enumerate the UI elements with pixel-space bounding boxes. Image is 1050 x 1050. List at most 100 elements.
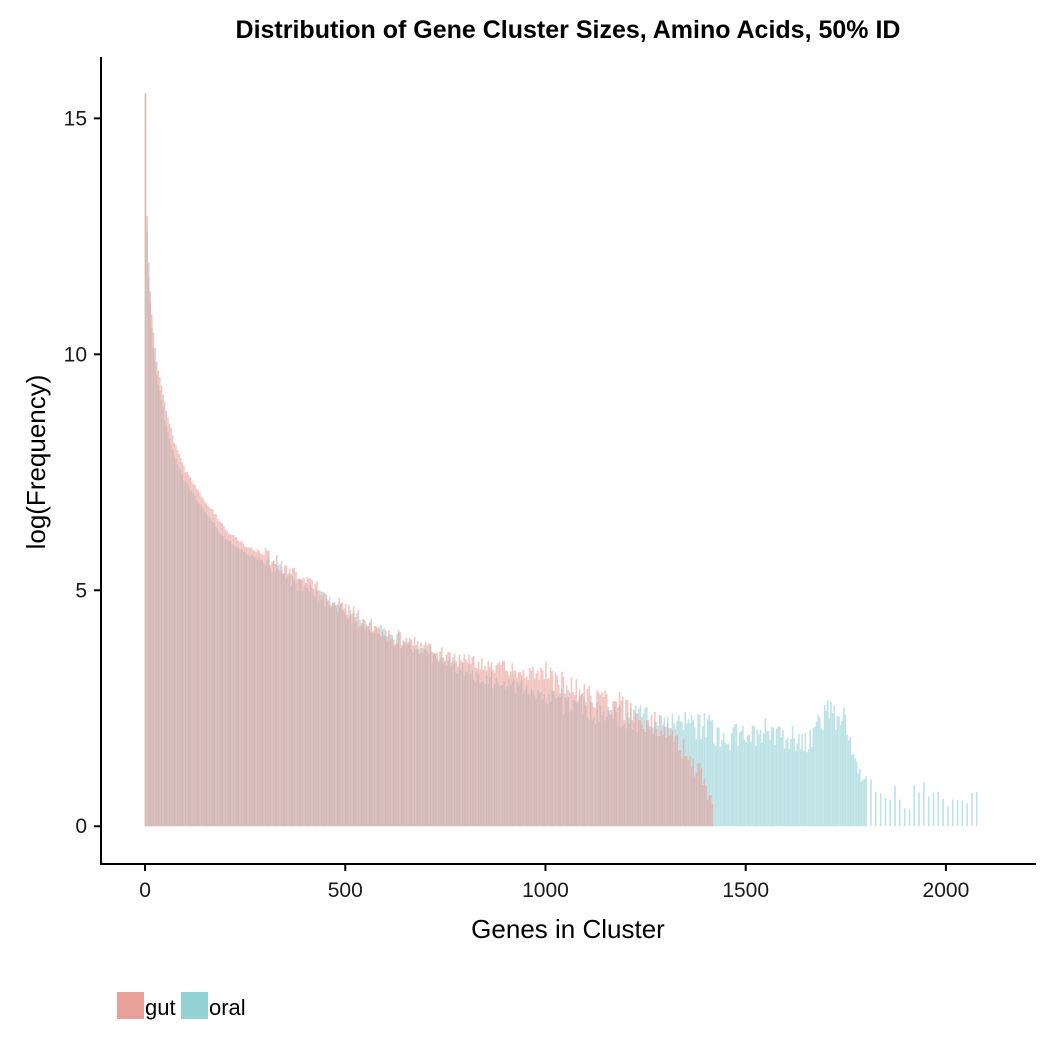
bar-gut — [171, 435, 174, 827]
bar-oral — [841, 720, 843, 827]
bar-gut — [605, 694, 608, 827]
bar-gut — [235, 537, 238, 827]
bar-gut — [500, 664, 502, 827]
bar-gut — [242, 543, 244, 827]
bar-oral — [807, 749, 810, 827]
bar-gut — [662, 734, 664, 827]
bar-gut — [245, 547, 248, 827]
bar-gut — [637, 719, 640, 827]
bar-gut — [492, 669, 494, 827]
bar-oral — [828, 718, 831, 827]
bar-gut — [202, 498, 204, 827]
bar-gut — [583, 684, 586, 827]
bar-gut — [631, 720, 634, 827]
chart-title: Distribution of Gene Cluster Sizes, Amin… — [236, 16, 901, 44]
bar-gut — [285, 565, 288, 827]
bar-gut — [593, 707, 595, 827]
bar-gut — [663, 726, 666, 827]
bar-gut — [530, 670, 533, 827]
bar-gut — [416, 641, 419, 827]
bar-gut — [175, 444, 177, 827]
bar-gut — [247, 547, 249, 827]
bar-gut — [456, 666, 459, 827]
legend-swatch-gut — [117, 992, 144, 1019]
plot-area — [144, 93, 978, 827]
bar-gut — [282, 573, 284, 827]
bar-gut — [168, 423, 171, 827]
bar-oral — [859, 769, 861, 827]
bar-gut — [223, 526, 225, 827]
bar-oral — [918, 792, 920, 827]
bar-gut — [687, 759, 690, 827]
bar-gut — [240, 540, 243, 827]
bar-gut — [365, 626, 368, 827]
bar-oral — [814, 726, 816, 827]
bar-gut — [338, 597, 341, 827]
bar-gut — [460, 659, 462, 827]
bar-gut — [516, 677, 518, 827]
bar-oral — [937, 791, 940, 827]
bar-oral — [793, 738, 795, 827]
bar-oral — [857, 773, 860, 827]
bar-oral — [711, 720, 714, 827]
bar-oral — [884, 798, 887, 827]
bar-gut — [463, 654, 465, 827]
bar-gut — [580, 694, 582, 827]
bar-oral — [786, 738, 789, 827]
bar-gut — [157, 370, 160, 827]
bar-gut — [412, 645, 414, 827]
bar-oral — [799, 749, 802, 827]
bar-gut — [588, 685, 590, 827]
bar-gut — [314, 583, 317, 827]
bar-gut — [301, 578, 304, 827]
bar-oral — [822, 730, 824, 827]
x-tick-label: 1500 — [722, 879, 769, 902]
bar-gut — [162, 394, 164, 827]
bar-gut — [708, 795, 711, 827]
bar-gut — [594, 708, 597, 827]
bar-gut — [497, 663, 499, 827]
bar-oral — [794, 750, 797, 827]
bar-gut — [626, 699, 629, 827]
bar-gut — [517, 672, 520, 827]
bar-oral — [746, 735, 749, 827]
bar-gut — [439, 651, 441, 827]
bar-gut — [436, 652, 438, 827]
bar-gut — [645, 720, 648, 827]
bar-gut — [144, 93, 147, 827]
bar-oral — [743, 740, 746, 827]
bar-oral — [785, 739, 787, 827]
y-axis-ticks: 0 5 10 15 — [64, 107, 101, 838]
bar-gut — [537, 670, 539, 827]
bar-oral — [913, 785, 916, 827]
bar-gut — [381, 631, 384, 827]
bar-gut — [296, 578, 299, 827]
bar-gut — [300, 579, 302, 827]
bar-oral — [804, 733, 807, 827]
bar-oral — [820, 728, 823, 827]
bar-oral — [903, 808, 906, 827]
bar-gut — [573, 695, 576, 827]
x-axis-title: Genes in Cluster — [471, 914, 665, 944]
bar-gut — [633, 709, 635, 827]
bar-gut — [469, 663, 472, 827]
bar-oral — [849, 737, 851, 827]
bar-gut — [570, 677, 573, 827]
bar-oral — [727, 743, 730, 827]
bar-gut — [700, 768, 703, 827]
bar-gut — [678, 750, 680, 827]
bar-oral — [947, 806, 949, 827]
bar-gut — [251, 549, 254, 827]
bar-gut — [364, 620, 366, 827]
bar-gut — [280, 561, 283, 827]
bar-gut — [525, 676, 528, 827]
bar-gut — [440, 647, 443, 827]
bar-oral — [847, 740, 850, 827]
bar-gut — [682, 739, 685, 827]
bar-gut — [461, 663, 464, 827]
bar-oral — [766, 731, 768, 827]
bar-gut — [211, 509, 214, 827]
bar-gut — [482, 669, 485, 827]
bar-oral — [762, 733, 765, 827]
bar-oral — [852, 753, 855, 827]
